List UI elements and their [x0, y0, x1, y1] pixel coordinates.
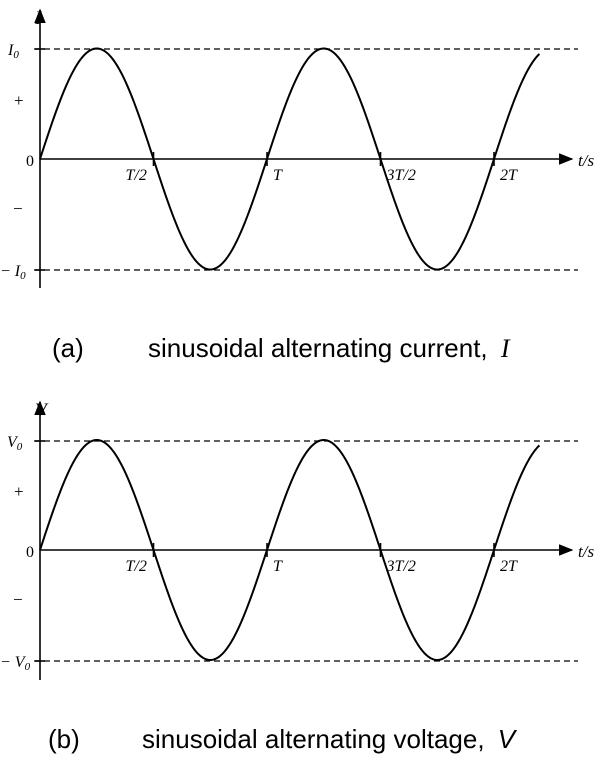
y-label-zero-b: 0	[26, 544, 34, 561]
x-tick-label-a: T	[273, 167, 283, 184]
chart-panel-a: T/2 T 3T/2 2T I t/s I0 + 0 − − I0 (a) sinus…	[0, 8, 594, 363]
x-ticks-a: T/2 T 3T/2 2T	[126, 152, 518, 184]
voltage-curve	[39, 438, 541, 662]
current-curve	[39, 47, 541, 271]
x-ticks-b: T/2 T 3T/2 2T	[126, 543, 518, 575]
y-label-minus-b: −	[13, 590, 23, 609]
y-axis-label-b: V	[35, 400, 49, 421]
caption-var-b: V	[498, 724, 518, 754]
y-label-top-b: V0	[7, 434, 23, 453]
x-tick-label-b: T/2	[126, 558, 147, 575]
x-tick-label-a: 3T/2	[386, 167, 416, 184]
y-label-top-main-a: I	[7, 42, 14, 59]
y-label-bottom-sub-a: 0	[20, 270, 26, 282]
y-label-bottom-b: − V0	[0, 654, 31, 673]
caption-label-b: (b)	[48, 724, 80, 754]
y-label-bottom-main-b: − V	[0, 654, 27, 671]
x-axis-label-b: t/s	[578, 542, 594, 561]
caption-var-a: I	[500, 334, 511, 363]
x-tick-label-a: T/2	[126, 167, 147, 184]
y-label-bottom-main-a: − I	[0, 263, 21, 280]
caption-text-b: sinusoidal alternating voltage,	[142, 724, 485, 754]
caption-b: (b) sinusoidal alternating voltage, V	[48, 724, 518, 754]
y-label-zero-a: 0	[26, 153, 34, 170]
x-tick-label-b: 2T	[500, 558, 518, 575]
x-tick-label-a: 2T	[500, 167, 518, 184]
caption-a: (a) sinusoidal alternating current, I	[52, 333, 511, 363]
y-axis-label-a: I	[34, 8, 43, 29]
caption-text-a: sinusoidal alternating current,	[148, 333, 488, 363]
y-label-top-sub-a: 0	[13, 49, 19, 61]
y-label-bottom-sub-b: 0	[25, 661, 31, 673]
y-label-minus-a: −	[13, 199, 23, 218]
chart-panel-b: T/2 T 3T/2 2T V t/s V0 + 0 − − V0 (b) sinus…	[0, 400, 594, 754]
y-label-bottom-a: − I0	[0, 263, 26, 282]
y-label-top-a: I0	[7, 42, 19, 61]
caption-label-a: (a)	[52, 333, 84, 363]
y-label-top-sub-b: 0	[17, 441, 23, 453]
y-label-plus-b: +	[14, 482, 24, 501]
x-axis-label-a: t/s	[578, 151, 594, 170]
y-label-plus-a: +	[14, 91, 24, 110]
x-tick-label-b: T	[273, 558, 283, 575]
y-label-top-main-b: V	[7, 434, 19, 451]
x-tick-label-b: 3T/2	[386, 558, 416, 575]
